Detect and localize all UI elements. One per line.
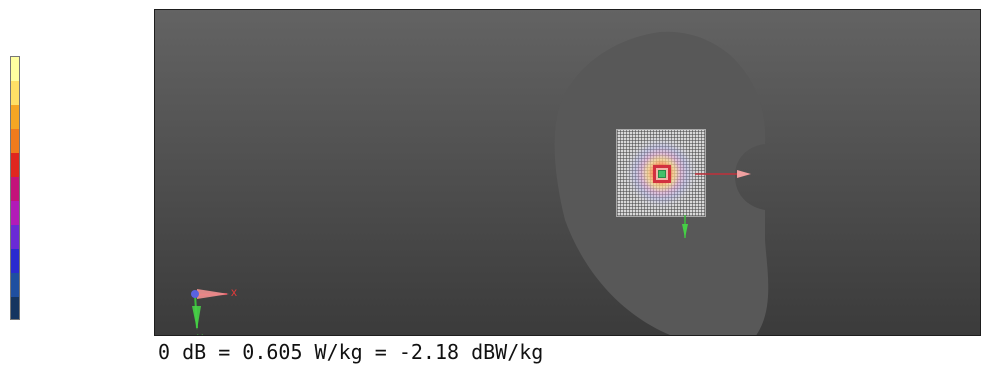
probe-axes-icon [682,170,751,238]
sar-colorbar [10,56,20,320]
colorbar-segment [11,273,19,297]
axis-label-x: x [231,285,237,299]
colorbar-segment [11,81,19,105]
colorbar-segment [11,201,19,225]
colorbar-segment [11,177,19,201]
colorbar-segment [11,297,19,319]
reference-value-label: 0 dB = 0.605 W/kg = -2.18 dBW/kg [158,340,544,364]
colorbar-segment [11,153,19,177]
colorbar-segment [11,249,19,273]
peak-sar-center [658,170,666,178]
colorbar-segment [11,57,19,81]
colorbar-segment [11,225,19,249]
axis-label-y: y [197,330,203,336]
colorbar-segment [11,129,19,153]
axes-overlay: x y [191,170,751,336]
colorbar-segment [11,105,19,129]
3d-viewport[interactable]: x y [154,9,981,336]
axis-triad-icon: x y [191,285,237,336]
